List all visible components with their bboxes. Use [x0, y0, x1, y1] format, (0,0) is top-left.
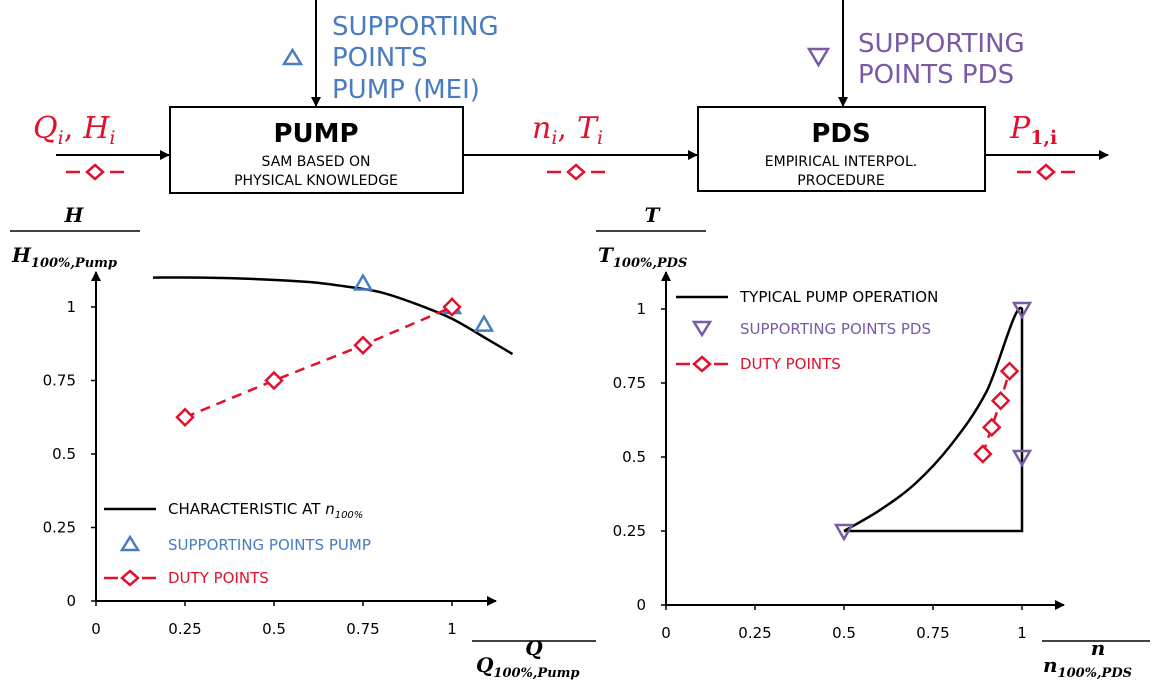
x-tick-label: 0.75 [916, 624, 949, 642]
left-legend: CHARACTERISTIC AT n100% SUPPORTING POINT… [104, 500, 371, 587]
y-tick-label: 0.75 [43, 372, 76, 390]
input-label: Qi, Hi [33, 111, 115, 149]
legend-duty-icon [104, 569, 156, 587]
support-point-marker [352, 272, 374, 291]
support-point-marker [1011, 301, 1033, 320]
x-tick-label: 0.25 [168, 620, 201, 638]
duty-symbol-output [1017, 163, 1075, 181]
pump-support-label-2: POINTS [332, 43, 428, 73]
legend-label-support-pds: SUPPORTING POINTS PDS [740, 320, 931, 338]
right-xlabel-num: n [1091, 636, 1106, 660]
x-tick-label: 1 [447, 620, 457, 638]
pds-support-label-2: POINTS PDS [858, 60, 1014, 90]
duty-points-line [981, 370, 1011, 455]
x-tick-label: 0.5 [832, 624, 856, 642]
legend-duty-icon-right [676, 355, 728, 373]
legend-triangle-up-icon [119, 534, 141, 552]
duty-points-line [184, 305, 453, 419]
pds-block-line2: PROCEDURE [797, 173, 884, 189]
left-ylabel-den: H100%,Pump [11, 243, 117, 271]
left-xlabel-num: Q [525, 636, 543, 660]
pds-chart: T T100%,PDS n n100%,PDS 0 0.25 0.5 0.75 1 0 0.… [596, 203, 1150, 680]
pump-block-line2: PHYSICAL KNOWLEDGE [234, 173, 398, 189]
mid-label: ni, Ti [532, 111, 603, 149]
y-tick-label: 0 [66, 592, 76, 610]
x-tick-label: 0.25 [738, 624, 771, 642]
series-line [152, 276, 514, 356]
legend-label-characteristic: CHARACTERISTIC AT n100% [168, 500, 363, 521]
left-ylabel-num: H [64, 203, 85, 227]
legend-label-duty: DUTY POINTS [168, 569, 269, 587]
duty-point-marker [999, 361, 1020, 381]
block-diagram: PUMP SAM BASED ON PHYSICAL KNOWLEDGE PDS… [33, 0, 1109, 194]
pump-chart: H H100%,Pump Q Q100%,Pump 0 0.25 0.5 0.75 1 0… [10, 203, 596, 680]
pump-block-title: PUMP [273, 119, 358, 149]
pds-support-label-1: SUPPORTING [858, 29, 1025, 59]
pds-block [697, 106, 986, 192]
triangle-down-icon [806, 47, 831, 68]
y-tick-label: 0.75 [613, 374, 646, 392]
support-point-marker [1011, 449, 1033, 468]
x-tick-label: 1 [1017, 624, 1027, 642]
support-point-marker [473, 314, 495, 332]
output-label: P1,i [1009, 111, 1057, 149]
y-tick-label: 0 [636, 596, 646, 614]
x-tick-label: 0.75 [346, 620, 379, 638]
x-tick-label: 0.5 [262, 620, 286, 638]
right-ylabel-den: T100%,PDS [598, 243, 687, 271]
pump-support-label-3: PUMP (MEI) [332, 75, 480, 105]
pump-support-label-1: SUPPORTING [332, 12, 499, 42]
right-legend: TYPICAL PUMP OPERATION SUPPORTING POINTS… [676, 288, 938, 373]
right-xlabel-den: n100%,PDS [1043, 653, 1132, 680]
x-tick-label: 0 [661, 624, 671, 642]
right-ylabel-num: T [645, 203, 662, 227]
triangle-up-icon [281, 47, 304, 66]
duty-point-marker [264, 370, 284, 391]
duty-symbol-mid [547, 163, 605, 181]
legend-label-typical: TYPICAL PUMP OPERATION [739, 288, 938, 306]
y-tick-label: 1 [636, 300, 646, 318]
legend-triangle-down-icon [691, 320, 713, 338]
series-line [843, 306, 1024, 533]
y-tick-label: 0.5 [52, 445, 76, 463]
y-tick-label: 1 [66, 298, 76, 316]
y-tick-label: 0.5 [622, 448, 646, 466]
duty-point-marker [990, 390, 1011, 411]
duty-point-marker [175, 407, 195, 428]
duty-symbol-input [66, 163, 124, 181]
duty-point-marker [973, 444, 993, 464]
pump-block [169, 106, 464, 194]
x-tick-label: 0 [91, 620, 101, 638]
legend-label-support-pump: SUPPORTING POINTS PUMP [168, 536, 371, 554]
support-point-marker [833, 523, 855, 542]
pds-block-title: PDS [811, 119, 870, 149]
y-tick-label: 0.25 [613, 522, 646, 540]
y-tick-label: 0.25 [43, 519, 76, 537]
duty-point-marker [981, 417, 1002, 438]
duty-point-marker [353, 335, 373, 355]
legend-label-duty-right: DUTY POINTS [740, 355, 841, 373]
pds-block-line1: EMPIRICAL INTERPOL. [765, 154, 917, 170]
duty-point-marker [442, 297, 462, 317]
pump-block-line1: SAM BASED ON [262, 154, 371, 170]
left-xlabel-den: Q100%,Pump [476, 653, 580, 680]
